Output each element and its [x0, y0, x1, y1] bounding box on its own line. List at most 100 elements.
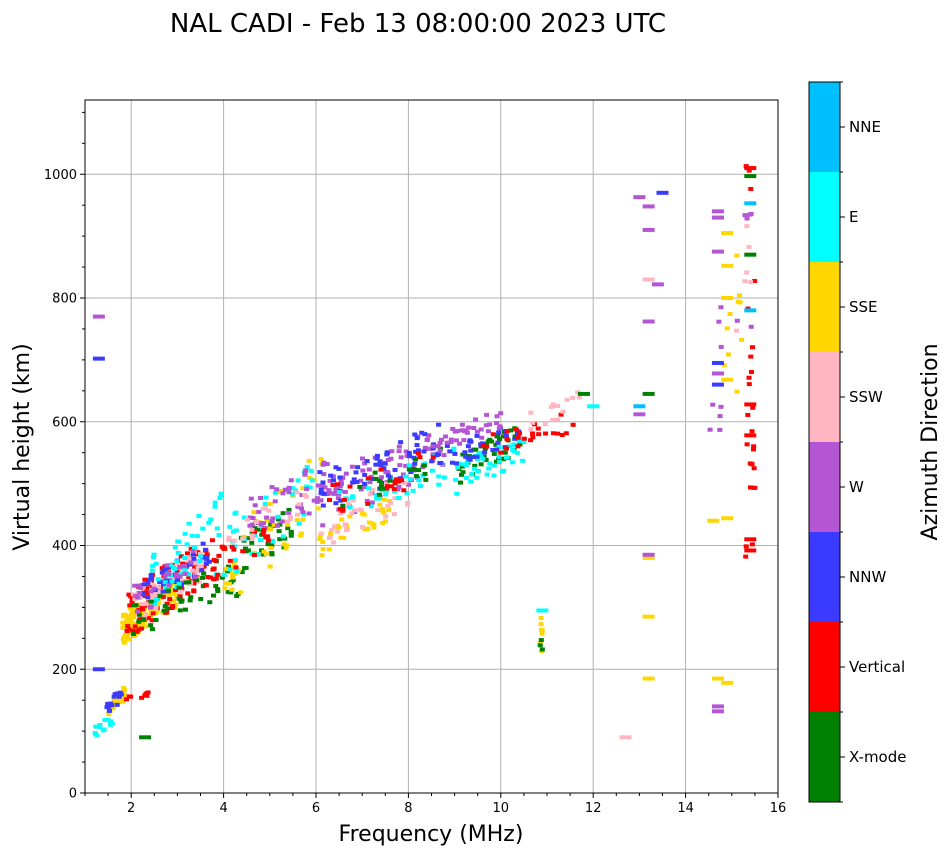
- echo-mark: [194, 578, 200, 583]
- echo-mark: [264, 515, 270, 520]
- echo-mark: [336, 466, 342, 471]
- echo-mark: [486, 466, 492, 471]
- echo-mark: [198, 563, 204, 568]
- echo-mark: [135, 624, 141, 629]
- echo-mark: [487, 422, 493, 427]
- echo-mark: [208, 517, 214, 522]
- echo-mark: [490, 432, 496, 437]
- chart-title: NAL CADI - Feb 13 08:00:00 2023 UTC: [170, 9, 666, 39]
- echo-mark: [347, 484, 353, 489]
- echo-mark: [120, 625, 126, 630]
- echo-mark: [227, 558, 233, 563]
- echo-mark: [410, 464, 416, 469]
- echo-mark: [406, 467, 412, 472]
- echo-mark: [123, 621, 129, 626]
- echo-mark: [520, 458, 526, 463]
- echo-mark: [483, 458, 489, 463]
- echo-mark: [466, 454, 472, 459]
- echo-mark: [490, 447, 496, 452]
- echo-mark: [411, 466, 417, 471]
- x-tick-label: 14: [677, 801, 694, 816]
- echo-mark: [452, 451, 458, 456]
- echo-mark: [212, 500, 218, 505]
- echo-mark: [371, 525, 377, 530]
- echo-mark: [195, 569, 201, 574]
- echo-mark: [193, 574, 199, 579]
- echo-mark: [737, 293, 743, 298]
- echo-mark: [185, 562, 191, 567]
- echo-mark: [512, 434, 518, 439]
- echo-mark: [366, 467, 372, 472]
- echo-mark: [92, 667, 105, 672]
- echo-mark: [169, 605, 175, 610]
- echo-mark: [365, 501, 371, 506]
- echo-mark: [216, 553, 222, 558]
- echo-mark: [204, 555, 210, 560]
- echo-mark: [197, 552, 203, 557]
- echo-mark: [416, 468, 422, 473]
- echo-mark: [159, 579, 165, 584]
- echo-mark: [642, 552, 655, 557]
- echo-mark: [362, 481, 368, 486]
- echo-mark: [405, 502, 411, 507]
- echo-mark: [375, 508, 381, 513]
- echo-mark: [395, 479, 401, 484]
- echo-mark: [711, 209, 724, 214]
- echo-mark: [633, 195, 646, 200]
- echo-mark: [149, 618, 155, 623]
- echo-mark: [129, 599, 135, 604]
- echo-mark: [413, 474, 419, 479]
- echo-mark: [116, 692, 122, 697]
- echo-mark: [711, 676, 724, 681]
- echo-mark: [320, 462, 326, 467]
- colorbar-segment: [809, 172, 840, 262]
- echo-mark: [250, 516, 256, 521]
- echo-mark: [509, 460, 515, 465]
- echo-mark: [423, 477, 429, 482]
- echo-mark: [484, 444, 490, 449]
- echo-mark: [139, 623, 145, 628]
- echo-mark: [711, 371, 724, 376]
- echo-mark: [159, 570, 165, 575]
- echo-mark: [318, 487, 324, 492]
- echo-mark: [570, 395, 576, 400]
- echo-mark: [491, 473, 497, 478]
- echo-mark: [734, 318, 740, 323]
- echo-mark: [286, 507, 292, 512]
- echo-mark: [436, 422, 442, 427]
- echo-mark: [255, 552, 261, 557]
- echo-mark: [357, 484, 363, 489]
- echo-mark: [463, 463, 469, 468]
- echo-mark: [369, 500, 375, 505]
- echo-mark: [210, 567, 216, 572]
- echo-mark: [408, 470, 414, 475]
- echo-mark: [717, 427, 723, 432]
- echo-mark: [197, 559, 203, 564]
- echo-mark: [212, 504, 218, 509]
- echo-mark: [111, 694, 117, 699]
- echo-mark: [338, 535, 344, 540]
- echo-mark: [444, 440, 450, 445]
- echo-mark: [242, 566, 248, 571]
- echo-mark: [92, 356, 105, 361]
- echo-mark: [403, 463, 409, 468]
- echo-mark: [452, 429, 458, 434]
- echo-mark: [494, 447, 500, 452]
- echo-mark: [727, 311, 733, 316]
- echo-mark: [110, 706, 116, 711]
- echo-mark: [269, 552, 275, 557]
- echo-mark: [122, 633, 128, 638]
- echo-mark: [462, 450, 468, 455]
- echo-mark: [127, 603, 133, 608]
- echo-mark: [362, 461, 368, 466]
- colorbar: X-mode Vertical NNW W SSW SSE E NNE: [809, 81, 906, 803]
- echo-mark: [199, 568, 205, 573]
- echo-mark: [92, 314, 105, 319]
- echo-mark: [349, 464, 355, 469]
- echo-mark: [238, 590, 244, 595]
- echo-mark: [530, 435, 536, 440]
- echo-mark: [315, 506, 321, 511]
- echo-mark: [154, 597, 160, 602]
- echo-mark: [229, 544, 235, 549]
- echo-mark: [364, 498, 370, 503]
